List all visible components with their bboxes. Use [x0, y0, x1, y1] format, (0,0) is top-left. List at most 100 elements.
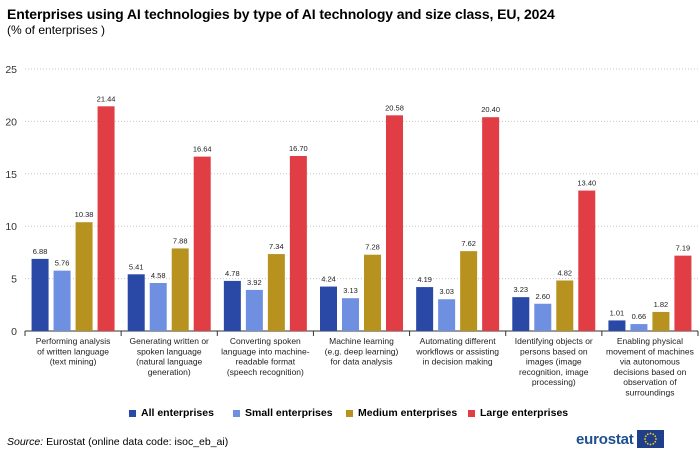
- legend-label-medium: Medium enterprises: [358, 407, 458, 419]
- flag-star: [651, 433, 654, 436]
- data-label: 10.38: [75, 210, 94, 219]
- flag-star: [651, 442, 654, 445]
- x-category-label-line: Automating different: [420, 336, 497, 346]
- y-tick-label: 0: [11, 326, 17, 338]
- x-category-label: Automating different workflows or assisti…: [415, 336, 499, 367]
- flag-star: [649, 443, 651, 446]
- x-category-label-line: Performing analysis: [36, 336, 111, 346]
- x-category-label: Generating written or spoken language (nat…: [130, 336, 210, 377]
- bar: [386, 115, 403, 332]
- data-label: 20.58: [385, 103, 404, 112]
- x-category-label-line: in decision making: [423, 357, 493, 367]
- bar: [267, 254, 285, 331]
- x-category-label-line: Machine learning: [329, 336, 394, 346]
- flag-star: [653, 440, 656, 443]
- legend-small-enterprises: Small enterprises: [233, 407, 333, 419]
- bar: [75, 222, 93, 331]
- data-label: 3.92: [247, 278, 262, 287]
- x-category-label-line: persons based on: [520, 346, 588, 356]
- bar: [512, 297, 530, 331]
- data-label: 13.40: [577, 179, 596, 188]
- bar: [223, 280, 241, 331]
- x-category-label: Machine learning (e.g. deep learning) for …: [325, 336, 399, 367]
- bar: [193, 156, 211, 331]
- logo-text: eurostat: [576, 430, 634, 448]
- x-category-label-line: observation of: [623, 377, 677, 387]
- y-tick-label: 10: [5, 221, 17, 233]
- flag-star: [649, 432, 651, 435]
- bar: [608, 320, 626, 331]
- bar: [674, 255, 692, 331]
- chart-title: Enterprises using AI technologies by typ…: [7, 6, 555, 22]
- x-category-label-line: readable format: [236, 357, 296, 367]
- data-label: 2.60: [535, 292, 550, 301]
- data-label: 4.24: [321, 275, 336, 284]
- data-label: 1.01: [610, 308, 625, 317]
- y-tick-label: 5: [11, 274, 17, 286]
- x-category-label-line: of written language: [37, 346, 109, 356]
- x-category-label-line: (e.g. deep learning): [325, 346, 399, 356]
- flag-star: [644, 435, 647, 438]
- data-label: 3.13: [343, 286, 358, 295]
- legend-swatch-large: [468, 409, 475, 417]
- bar: [171, 248, 189, 331]
- bar: [534, 303, 552, 331]
- data-label: 7.28: [365, 243, 380, 252]
- data-label: 7.19: [676, 244, 691, 253]
- x-category-label-line: images (image: [526, 357, 582, 367]
- flag-star: [653, 435, 656, 438]
- x-category-label-line: generation): [148, 367, 191, 377]
- data-label: 16.70: [289, 144, 308, 153]
- legend-label-all: All enterprises: [141, 407, 214, 419]
- flag-star: [654, 438, 657, 440]
- legend-swatch-small: [233, 409, 240, 417]
- bar: [482, 117, 500, 331]
- bar: [245, 289, 263, 331]
- source-label: Source:: [7, 436, 44, 448]
- data-label: 7.62: [461, 239, 476, 248]
- data-label: 20.40: [481, 105, 500, 114]
- data-label: 4.19: [417, 275, 432, 284]
- legend-label-large: Large enterprises: [480, 407, 569, 419]
- bar: [578, 190, 596, 331]
- bar: [149, 283, 167, 331]
- x-category-label: Performing analysis of written language (t…: [36, 336, 111, 367]
- bar: [97, 106, 115, 331]
- x-category-label-line: workflows or assisting: [415, 346, 499, 356]
- y-tick-label: 25: [5, 64, 17, 76]
- flag-star: [643, 438, 646, 440]
- eu-flag-icon: [636, 430, 664, 448]
- x-category-label-line: recognition, image: [519, 367, 589, 377]
- x-category-label-line: decisions based on: [614, 367, 687, 377]
- flag-star: [646, 433, 649, 436]
- data-label: 5.76: [55, 259, 70, 268]
- bar: [320, 286, 337, 331]
- data-label: 4.78: [225, 269, 240, 278]
- data-label: 4.82: [557, 268, 572, 277]
- x-category-label: Converting spoken language into machine-r…: [221, 336, 310, 377]
- legend-medium-enterprises: Medium enterprises: [346, 407, 457, 419]
- source-note: Source: Eurostat (online data code: isoc…: [7, 436, 228, 448]
- x-category-label: Enabling physical movement of machines via…: [606, 336, 694, 398]
- legend-all-enterprises: All enterprises: [129, 407, 214, 419]
- flag-star: [646, 442, 649, 445]
- bar: [630, 324, 648, 331]
- chart-subtitle: (% of enterprises ): [7, 23, 106, 37]
- data-label: 4.58: [151, 271, 166, 280]
- data-label: 6.88: [33, 247, 48, 256]
- legend-swatch-all: [129, 409, 136, 417]
- flag-background: [636, 430, 664, 448]
- bar: [556, 280, 574, 331]
- bar: [438, 299, 456, 331]
- data-label: 7.34: [269, 242, 284, 251]
- eurostat-logo: eurostat: [576, 430, 664, 448]
- x-category-label-line: (natural language: [136, 357, 202, 367]
- x-category-label-line: (speech recognition): [227, 367, 304, 377]
- y-tick-label: 15: [5, 169, 17, 181]
- bar: [127, 274, 145, 331]
- data-label: 5.41: [129, 262, 144, 271]
- bar: [342, 298, 359, 331]
- legend-label-small: Small enterprises: [245, 407, 333, 419]
- bar: [53, 270, 71, 331]
